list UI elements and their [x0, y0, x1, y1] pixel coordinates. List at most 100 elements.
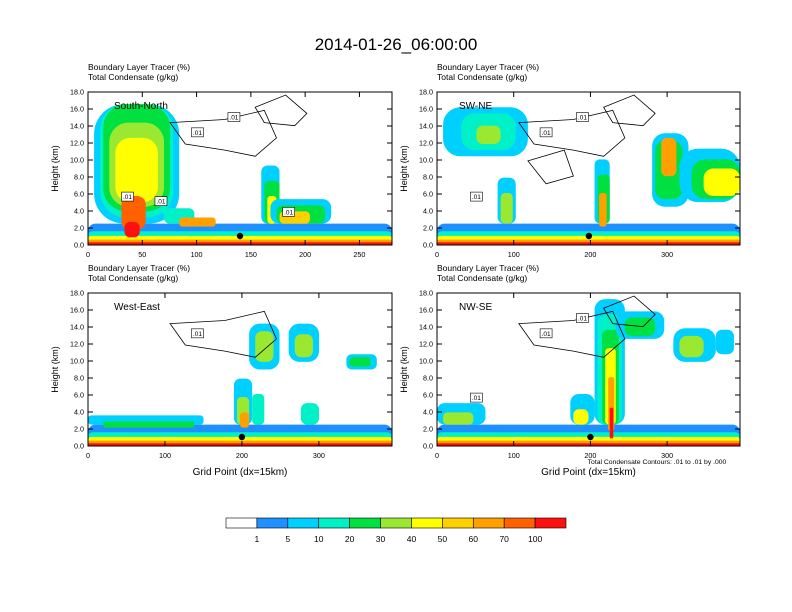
- contour-label: .01: [193, 130, 202, 137]
- contour-label: .01: [193, 331, 202, 338]
- figure-title: 2014-01-26_06:00:00: [315, 35, 478, 54]
- colorbar-swatch: [349, 517, 381, 529]
- tracer-region: [573, 409, 589, 425]
- y-tick-label: 12.0: [70, 139, 84, 148]
- tracer-region: [124, 222, 140, 238]
- contour-label-box: [470, 392, 483, 403]
- y-tick-label: 16.0: [419, 105, 433, 114]
- tracer-region: [300, 403, 320, 425]
- colorbar-swatch: [472, 517, 505, 529]
- y-tick-label: 14.0: [70, 323, 84, 332]
- x-axis-label: Grid Point (dx=15km): [193, 467, 288, 478]
- y-tick-label: 8.0: [423, 173, 433, 182]
- y-tick-label: 6.0: [423, 391, 433, 400]
- tracer-region: [115, 137, 158, 203]
- contour-label-box: [576, 112, 589, 122]
- tracer-region: [661, 137, 677, 177]
- x-tick-label: 300: [661, 250, 673, 259]
- tracer-region: [443, 412, 474, 425]
- plot-frame: [87, 292, 393, 447]
- x-tick-label: 100: [508, 451, 520, 460]
- contour-label-box: [282, 207, 295, 217]
- tracer-field: [88, 104, 392, 245]
- y-tick-label: 14.0: [419, 122, 433, 131]
- y-tick-label: 6.0: [74, 391, 84, 400]
- x-tick-label: 150: [245, 250, 257, 259]
- contour-label: .01: [284, 209, 293, 216]
- y-tick-label: 2.0: [423, 224, 433, 233]
- contour-label: .01: [472, 395, 481, 402]
- y-tick-label: 18.0: [70, 88, 84, 97]
- contour-label-box: [121, 191, 134, 202]
- y-tick-label: 16.0: [419, 306, 433, 315]
- y-tick-label: 8.0: [74, 173, 84, 182]
- y-tick-label: 4.0: [423, 207, 433, 216]
- y-tick-label: 4.0: [74, 408, 84, 417]
- condensate-contours: [169, 94, 308, 157]
- colorbar-swatch: [287, 517, 320, 529]
- x-tick-label: 50: [138, 250, 146, 259]
- contour-label-box: [227, 112, 241, 122]
- y-tick-label: 18.0: [419, 289, 433, 298]
- y-tick-label: 4.0: [74, 207, 84, 216]
- tracer-field: [437, 107, 740, 245]
- colorbar-label: 10: [314, 534, 324, 544]
- contour-line: [518, 109, 626, 157]
- contour-label: .01: [123, 194, 132, 201]
- contour-line: [527, 149, 574, 185]
- x-tick-label: 300: [313, 451, 325, 460]
- x-tick-label: 100: [159, 451, 171, 460]
- x-tick-label: 250: [353, 250, 365, 259]
- y-tick-label: 10.0: [419, 156, 433, 165]
- colorbar-label: 20: [345, 534, 355, 544]
- y-axis-label: Height (km): [399, 346, 409, 393]
- panel-label: West-East: [114, 302, 160, 313]
- x-tick-label: 0: [86, 250, 90, 259]
- colorbar-swatch: [256, 517, 289, 529]
- x-tick-label: 200: [584, 250, 596, 259]
- y-tick-label: 8.0: [74, 374, 84, 383]
- panel-nw-se: 0.0 2.0 4.0 6.0 8.0 10.0 12.0 14.0 16.0 18.0 0 100 2…: [399, 263, 741, 478]
- colorbar-label: 1: [255, 534, 260, 544]
- contour-label-box: [191, 127, 204, 138]
- panel-west-east: 0.0 2.0 4.0 6.0 8.0 10.0 12.0 14.0 16.0 18.0 0 100 2…: [50, 263, 393, 478]
- panel-subtitle-tracer: Boundary Layer Tracer (%): [88, 263, 190, 273]
- y-tick-label: 12.0: [70, 340, 84, 349]
- colorbar-label: 30: [376, 534, 386, 544]
- y-tick-label: 0.0: [74, 442, 84, 451]
- contour-label: .01: [578, 115, 587, 122]
- tracer-field: [88, 323, 392, 446]
- x-tick-label: 300: [661, 451, 673, 460]
- colorbar-label: 70: [499, 534, 509, 544]
- tracer-region: [500, 192, 513, 224]
- contour-label: .01: [229, 115, 238, 122]
- tracer-region: [609, 407, 614, 439]
- contour-label: .01: [542, 331, 551, 338]
- panel-subtitle-tracer: Boundary Layer Tracer (%): [437, 263, 539, 273]
- panel-subtitle-condensate: Total Condensate (g/kg): [88, 273, 178, 283]
- tracer-region: [294, 334, 313, 358]
- y-tick-label: 6.0: [74, 190, 84, 199]
- colorbar-swatch: [534, 517, 567, 529]
- x-tick-label: 0: [435, 451, 439, 460]
- y-tick-label: 6.0: [423, 190, 433, 199]
- y-axis-label: Height (km): [50, 346, 60, 393]
- tracer-region: [240, 412, 250, 428]
- location-marker: [585, 232, 593, 240]
- tracer-region: [88, 443, 392, 446]
- y-tick-label: 12.0: [419, 340, 433, 349]
- x-tick-label: 0: [435, 250, 439, 259]
- tracer-region: [437, 242, 740, 245]
- colorbar-label: 5: [285, 534, 290, 544]
- x-tick-label: 200: [584, 451, 596, 460]
- colorbar: 1 5 10 20 30 40 50 60 70 100: [225, 517, 567, 544]
- contour-label-box: [576, 313, 589, 323]
- contour-label-box: [539, 328, 553, 339]
- panel-subtitle-tracer: Boundary Layer Tracer (%): [437, 62, 539, 72]
- panel-label: NW-SE: [459, 302, 492, 313]
- contour-line: [603, 94, 656, 127]
- contour-note: Total Condensate Contours: .01 to .01 by…: [588, 459, 727, 466]
- y-tick-label: 10.0: [70, 357, 84, 366]
- y-tick-label: 10.0: [419, 357, 433, 366]
